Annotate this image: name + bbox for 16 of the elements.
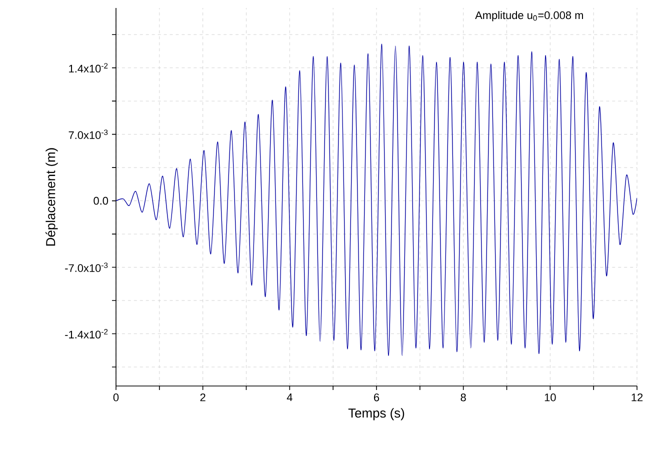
y-tick-label: 0.0 <box>94 196 108 205</box>
x-tick-label: 0 <box>113 394 119 402</box>
y-axis-title: Déplacement (m) <box>46 148 58 246</box>
x-tick-label: 6 <box>374 394 380 402</box>
x-tick-label: 8 <box>460 394 466 402</box>
line-series <box>116 44 638 356</box>
y-tick-label: -7.0x10$^{-3}$ <box>65 262 108 272</box>
x-tick-label: 10 <box>544 394 556 402</box>
annotation: Amplitude u$_{0}$=0.008 m <box>475 11 583 22</box>
x-tick-label: 2 <box>200 394 206 402</box>
x-tick-label: 4 <box>286 394 292 402</box>
x-axis-title: Temps (s) <box>348 408 404 420</box>
y-tick-label: -1.4x10$^{-2}$ <box>65 329 108 338</box>
x-tick-label: 12 <box>632 394 643 402</box>
y-tick-label: 7.0x10$^{-3}$ <box>68 130 108 140</box>
y-tick-label: 1.4x10$^{-2}$ <box>69 63 108 73</box>
